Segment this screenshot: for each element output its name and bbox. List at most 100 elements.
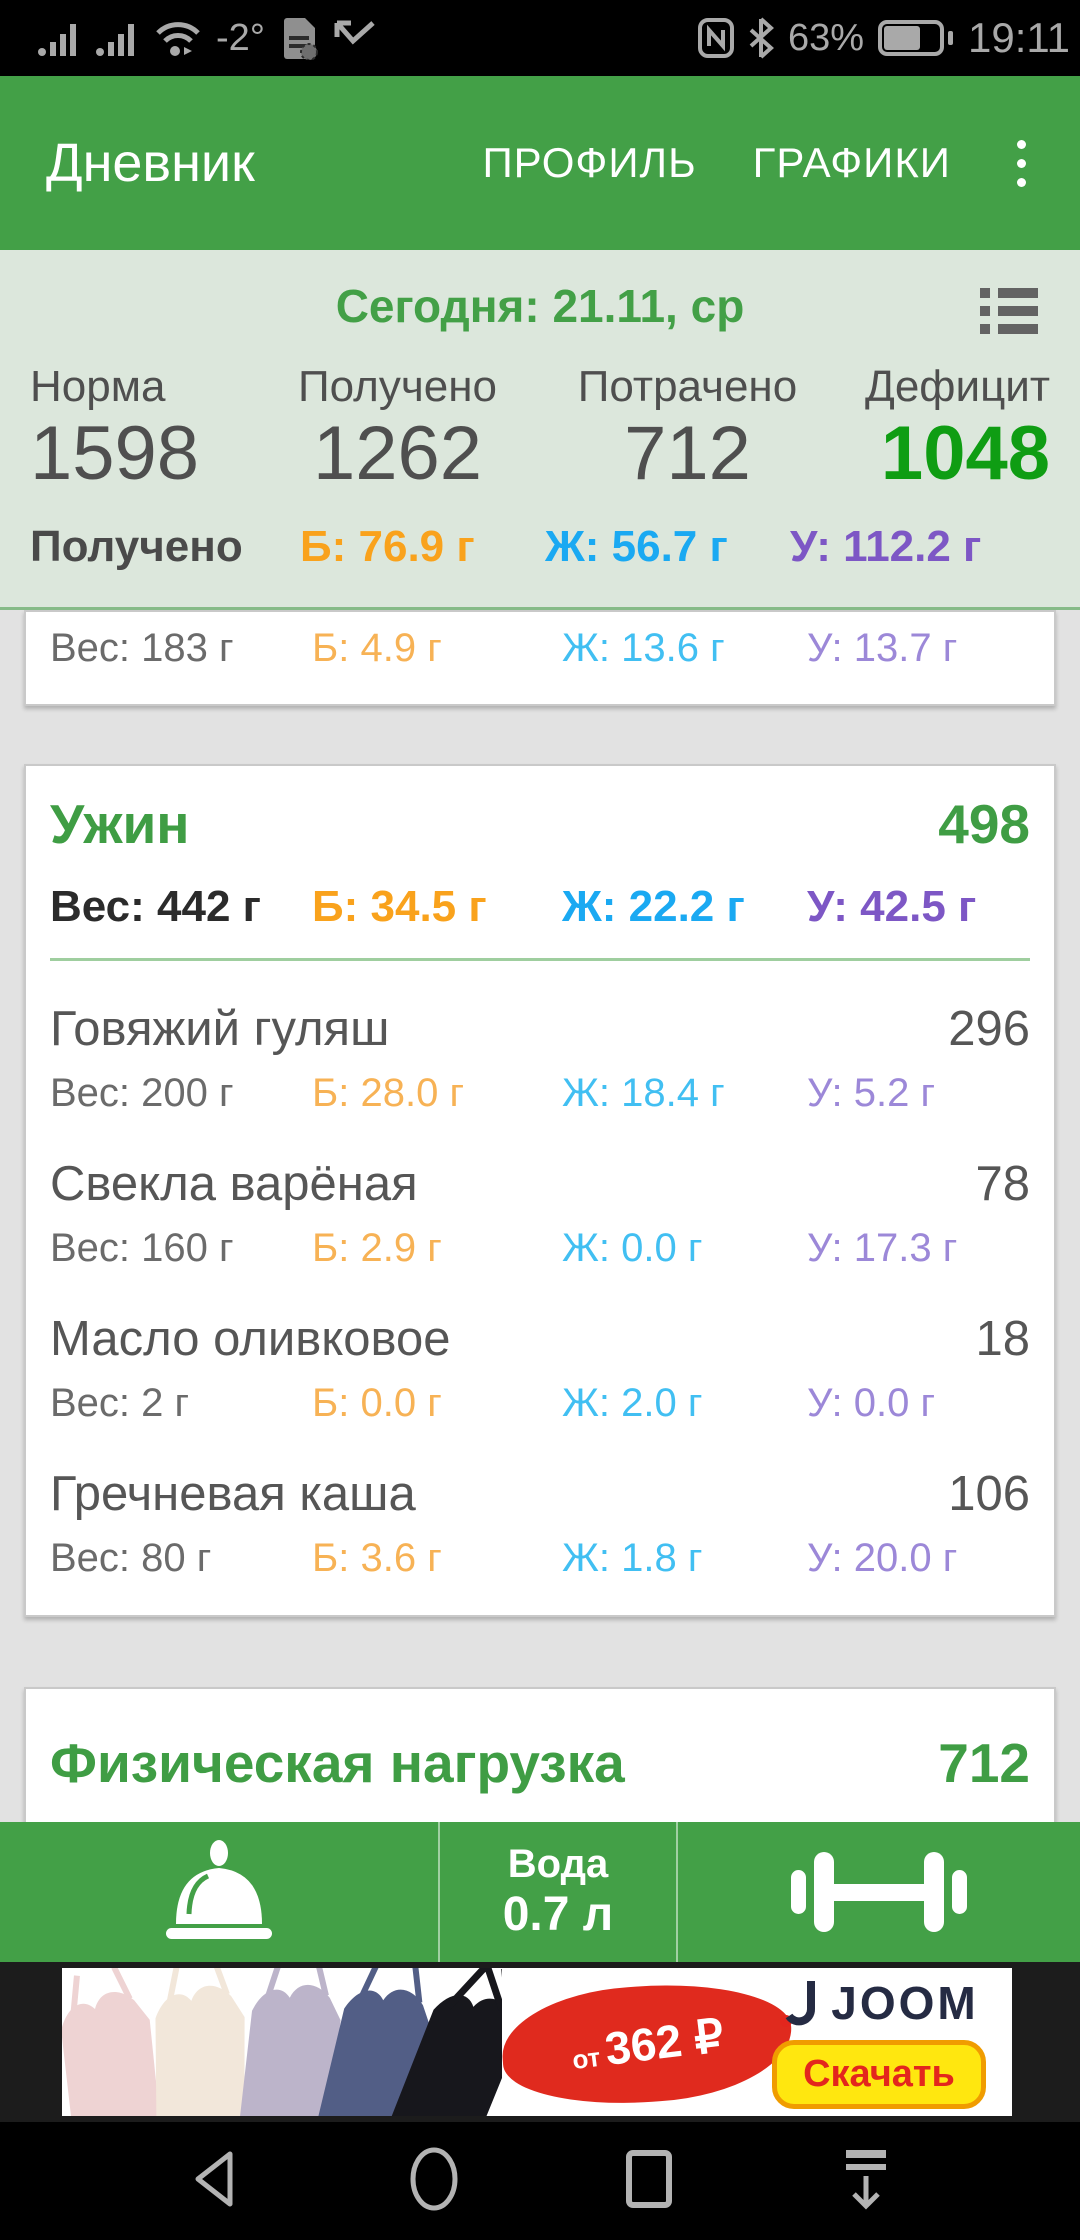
food-carbs: У: 13.7 г <box>807 626 958 670</box>
spent-value: 712 <box>624 411 751 496</box>
dumbbell-icon <box>791 1852 967 1932</box>
food-item[interactable]: Говяжий гуляш 296 Вес: 200 г Б: 28.0 г Ж… <box>50 1001 1030 1116</box>
battery-icon <box>878 20 953 56</box>
food-item[interactable]: Гречневая каша 106 Вес: 80 г Б: 3.6 г Ж:… <box>50 1466 1030 1581</box>
food-name: Гречневая каша <box>50 1467 416 1521</box>
nav-back-icon[interactable] <box>178 2140 252 2223</box>
bluetooth-icon <box>749 17 774 59</box>
food-name: Солянка домашняя <box>50 610 493 612</box>
food-calories: 18 <box>975 1312 1030 1366</box>
carbs-total: У: 112.2 г <box>790 522 982 571</box>
food-fat: Ж: 13.6 г <box>562 626 725 670</box>
nav-recents-icon[interactable] <box>616 2140 682 2223</box>
ad-brand: JOOM <box>831 1977 979 2029</box>
food-weight: Вес: 200 г <box>50 1071 234 1115</box>
food-protein: Б: 3.6 г <box>312 1536 442 1580</box>
temperature-label: -2° <box>216 16 265 59</box>
tab-profile[interactable]: ПРОФИЛЬ <box>482 139 697 186</box>
meal-calories: 498 <box>938 793 1030 855</box>
deficit-value: 1048 <box>880 411 1050 496</box>
col-spent: Потрачено <box>577 362 798 411</box>
food-carbs: У: 20.0 г <box>807 1536 958 1580</box>
food-calories: 296 <box>948 1002 1030 1056</box>
received-value: 1262 <box>312 411 483 496</box>
meal-fat: Ж: 22.2 г <box>562 882 745 931</box>
diary-list[interactable]: Солянка домашняя 197 Вес: 183 г Б: 4.9 г… <box>0 610 1080 1822</box>
list-view-icon[interactable] <box>972 278 1046 349</box>
food-item[interactable]: Масло оливковое 18 Вес: 2 г Б: 0.0 г Ж: … <box>50 1311 1030 1426</box>
food-protein: Б: 28.0 г <box>312 1071 465 1115</box>
food-protein: Б: 2.9 г <box>312 1226 442 1270</box>
app-header: Дневник ПРОФИЛЬ ГРАФИКИ <box>0 76 1080 250</box>
signal-icon <box>38 24 76 56</box>
water-button[interactable]: Вода 0.7 л <box>438 1822 678 1962</box>
android-nav-bar <box>0 2122 1080 2240</box>
ad-zone: от362 ₽ JOOM Скачать <box>0 1962 1080 2122</box>
add-workout-button[interactable] <box>678 1822 1080 1962</box>
water-value: 0.7 л <box>502 1888 614 1942</box>
arrow-check-icon <box>334 20 375 45</box>
clock-label: 19:11 <box>968 14 1070 61</box>
food-weight: Вес: 2 г <box>50 1381 190 1425</box>
meal-protein: Б: 34.5 г <box>312 882 487 931</box>
food-protein: Б: 0.0 г <box>312 1381 442 1425</box>
activity-card[interactable]: Физическая нагрузка 712 <box>24 1687 1056 1822</box>
food-name: Масло оливковое <box>50 1312 451 1366</box>
signal-icon <box>96 24 134 56</box>
fat-total: Ж: 56.7 г <box>545 522 728 571</box>
ad-download-button[interactable]: Скачать <box>772 2040 986 2109</box>
nav-home-icon[interactable] <box>400 2138 468 2225</box>
food-card-partial[interactable]: Солянка домашняя 197 Вес: 183 г Б: 4.9 г… <box>24 610 1056 706</box>
food-name: Свекла варёная <box>50 1157 418 1211</box>
activity-calories: 712 <box>938 1732 1030 1794</box>
battery-percent: 63% <box>787 16 864 59</box>
food-weight: Вес: 183 г <box>50 626 234 670</box>
food-item[interactable]: Свекла варёная 78 Вес: 160 г Б: 2.9 г Ж:… <box>50 1156 1030 1271</box>
food-carbs: У: 0.0 г <box>807 1381 936 1425</box>
add-meal-button[interactable] <box>0 1822 438 1962</box>
food-calories: 78 <box>975 1157 1030 1211</box>
food-carbs: У: 17.3 г <box>807 1226 958 1270</box>
food-fat: Ж: 0.0 г <box>562 1226 703 1270</box>
ad-product-image <box>62 1968 502 2116</box>
meal-weight: Вес: 442 г <box>50 882 261 931</box>
ad-price-splash: от362 ₽ <box>498 1976 796 2112</box>
ad-price: от362 ₽ <box>570 2008 726 2076</box>
ad-banner[interactable]: от362 ₽ JOOM Скачать <box>62 1968 1012 2116</box>
bottom-action-bar: Вода 0.7 л <box>0 1822 1080 1962</box>
nav-hide-icon[interactable] <box>830 2138 902 2225</box>
food-fat: Ж: 2.0 г <box>562 1381 703 1425</box>
activity-title: Физическая нагрузка <box>50 1732 625 1794</box>
summary-column-headers: Норма Получено Потрачено Дефицит <box>30 362 1050 412</box>
col-norm: Норма <box>30 362 166 411</box>
nfc-icon <box>697 18 734 58</box>
page-title: Дневник <box>46 133 255 193</box>
food-calories: 106 <box>948 1467 1030 1521</box>
norm-value: 1598 <box>30 411 200 496</box>
tab-charts[interactable]: ГРАФИКИ <box>752 139 951 186</box>
food-name: Говяжий гуляш <box>50 1002 390 1056</box>
summary-values: 1598 1262 712 1048 <box>30 416 1050 492</box>
joom-logo-icon <box>780 1981 816 2027</box>
sim-settings-icon <box>283 18 318 60</box>
meal-title: Ужин <box>50 793 190 855</box>
protein-total: Б: 76.9 г <box>300 522 475 571</box>
food-protein: Б: 4.9 г <box>312 626 442 670</box>
divider <box>50 958 1030 961</box>
date-selector[interactable]: Сегодня: 21.11, ср <box>335 280 745 332</box>
food-calories: 197 <box>948 610 1030 612</box>
received-label: Получено <box>30 522 243 571</box>
col-deficit: Дефицит <box>865 362 1050 411</box>
food-fat: Ж: 18.4 г <box>562 1071 725 1115</box>
overflow-menu-icon[interactable] <box>1007 134 1036 193</box>
food-carbs: У: 5.2 г <box>807 1071 936 1115</box>
meal-card-dinner[interactable]: Ужин 498 Вес: 442 г Б: 34.5 г Ж: 22.2 г … <box>24 764 1056 1617</box>
meal-carbs: У: 42.5 г <box>807 882 977 931</box>
food-weight: Вес: 80 г <box>50 1536 212 1580</box>
received-macros-row: Получено Б: 76.9 г Ж: 56.7 г У: 112.2 г <box>30 522 1050 572</box>
wifi-icon <box>156 22 200 56</box>
food-weight: Вес: 160 г <box>50 1226 234 1270</box>
day-summary-panel: Сегодня: 21.11, ср Норма Получено Потрач… <box>0 250 1080 610</box>
col-received: Получено <box>298 362 497 411</box>
